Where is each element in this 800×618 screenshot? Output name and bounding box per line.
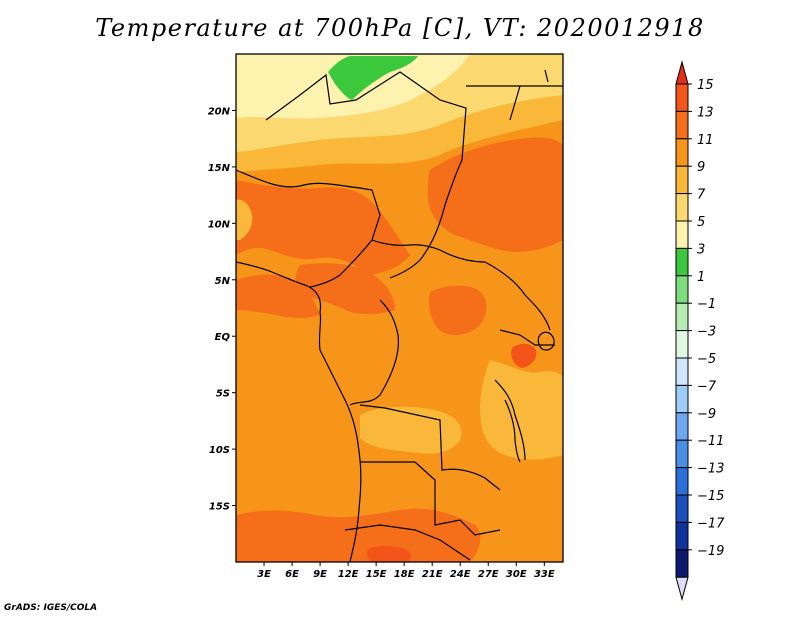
colorbar-swatch xyxy=(675,110,689,140)
lat-tick-label: 15S xyxy=(209,502,230,513)
lon-tick-label: 24E xyxy=(450,569,471,580)
coastline-gulf-of-guinea xyxy=(236,261,362,562)
colorbar-over-triangle xyxy=(675,60,689,85)
field-band-7-9-east xyxy=(480,360,563,460)
border-sudan-north xyxy=(466,69,563,121)
colorbar-swatch xyxy=(675,165,689,195)
lon-tick-label: 21E xyxy=(422,569,443,580)
lon-tick-label: 9E xyxy=(313,569,327,580)
border-angola-zambia xyxy=(360,461,501,536)
field-band-11-13-angola xyxy=(236,508,481,562)
lat-tick-label: 5N xyxy=(215,276,231,287)
colorbar-label: 5 xyxy=(697,215,705,230)
colorbar-label: −13 xyxy=(697,462,724,477)
border-central-west xyxy=(236,169,381,241)
colorbar-swatch xyxy=(675,193,689,222)
colorbar-swatch xyxy=(675,412,689,441)
colorbar-swatch xyxy=(675,467,689,496)
lake-outline-victoria xyxy=(537,331,555,351)
field-band-13-15-east xyxy=(511,343,537,368)
lake-outline-tanganyika xyxy=(504,399,521,463)
colorbar-label: −19 xyxy=(697,544,724,559)
grads-credit: GrADS: IGES/COLA xyxy=(4,603,98,613)
colorbar-label: 15 xyxy=(697,78,714,93)
colorbar-label: 1 xyxy=(697,270,705,285)
field-band-11-13-west xyxy=(236,180,410,275)
political-boundaries xyxy=(236,69,563,562)
colorbar-label: −5 xyxy=(697,352,716,367)
lon-tick-label: 18E xyxy=(394,569,415,580)
border-car xyxy=(371,239,486,263)
border-east xyxy=(484,261,555,461)
chart-title: Temperature at 700hPa [C], VT: 202001291… xyxy=(95,14,705,42)
colorbar-swatch xyxy=(675,302,689,332)
lat-tick-label: 10N xyxy=(208,219,231,230)
longitude-axis: 3E 6E 9E 12E 15E 18E 21E 24E 27E 30E 33E xyxy=(257,562,555,580)
colorbar-label: −7 xyxy=(697,379,717,394)
colorbar-label: 13 xyxy=(697,105,714,120)
lon-tick-label: 3E xyxy=(257,569,271,580)
lat-tick-label: 5S xyxy=(216,389,230,400)
lon-tick-label: 30E xyxy=(506,569,527,580)
field-band-7-9-south xyxy=(360,406,462,454)
border-namibia xyxy=(344,524,471,561)
field-band-11-13-central xyxy=(295,263,395,315)
colorbar-swatch xyxy=(675,275,689,304)
lat-tick-label: EQ xyxy=(215,332,231,343)
lon-tick-label: 15E xyxy=(366,569,387,580)
field-band-11-13-congo xyxy=(428,285,487,336)
border-drc-angola xyxy=(359,404,501,491)
lon-tick-label: 27E xyxy=(478,569,499,580)
field-band-7-9-northwest xyxy=(236,199,253,240)
colorbar-swatch xyxy=(675,138,689,167)
temperature-field xyxy=(236,54,563,562)
colorbar-swatch xyxy=(675,83,689,112)
lat-tick-label: 10S xyxy=(209,445,230,456)
lon-tick-label: 6E xyxy=(285,569,299,580)
colorbar-label: −1 xyxy=(697,297,716,312)
lat-tick-label: 15N xyxy=(208,163,231,174)
colorbar-swatch xyxy=(675,384,689,414)
border-chad-sudan xyxy=(389,159,463,279)
lat-tick-label: 20N xyxy=(208,106,231,117)
colorbar-label: −9 xyxy=(697,407,716,422)
colorbar-swatch xyxy=(675,220,689,249)
lon-tick-label: 12E xyxy=(338,569,359,580)
colorbar-label: −3 xyxy=(697,325,716,340)
plot-frame xyxy=(235,53,564,563)
colorbar-label: −17 xyxy=(697,516,725,531)
field-band-1-3 xyxy=(328,56,418,100)
colorbar-label: 7 xyxy=(697,188,706,203)
colorbar: 15 13 11 9 7 5 3 1 −1 −3 −5 −7 −9 −11 −13 −15 −17 −19 xyxy=(675,60,725,602)
colorbar-swatch xyxy=(675,439,689,469)
colorbar-label: 11 xyxy=(697,133,714,148)
colorbar-swatch xyxy=(675,521,689,551)
border-nigeria-cameroon xyxy=(309,239,373,288)
colorbar-swatch xyxy=(675,247,689,277)
colorbar-under-triangle xyxy=(675,576,689,602)
colorbar-label: −15 xyxy=(697,489,724,504)
field-band-5-7-ne xyxy=(470,54,563,96)
colorbar-swatch xyxy=(675,549,689,578)
colorbar-swatch xyxy=(675,494,689,523)
colorbar-label: 3 xyxy=(697,242,705,257)
colorbar-swatch xyxy=(675,330,689,359)
border-congo-drc xyxy=(349,299,400,406)
field-band-13-15-south xyxy=(366,545,411,562)
field-band-11-13-coast xyxy=(236,274,320,319)
lon-tick-label: 33E xyxy=(534,569,555,580)
latitude-axis: 20N 15N 10N 5N EQ 5S 10S 15S xyxy=(208,106,236,513)
colorbar-label: 9 xyxy=(697,160,705,175)
colorbar-swatch xyxy=(675,357,689,386)
field-band-11-13-east xyxy=(427,137,563,252)
colorbar-label: −11 xyxy=(697,434,724,449)
border-sahara-north xyxy=(265,71,467,161)
